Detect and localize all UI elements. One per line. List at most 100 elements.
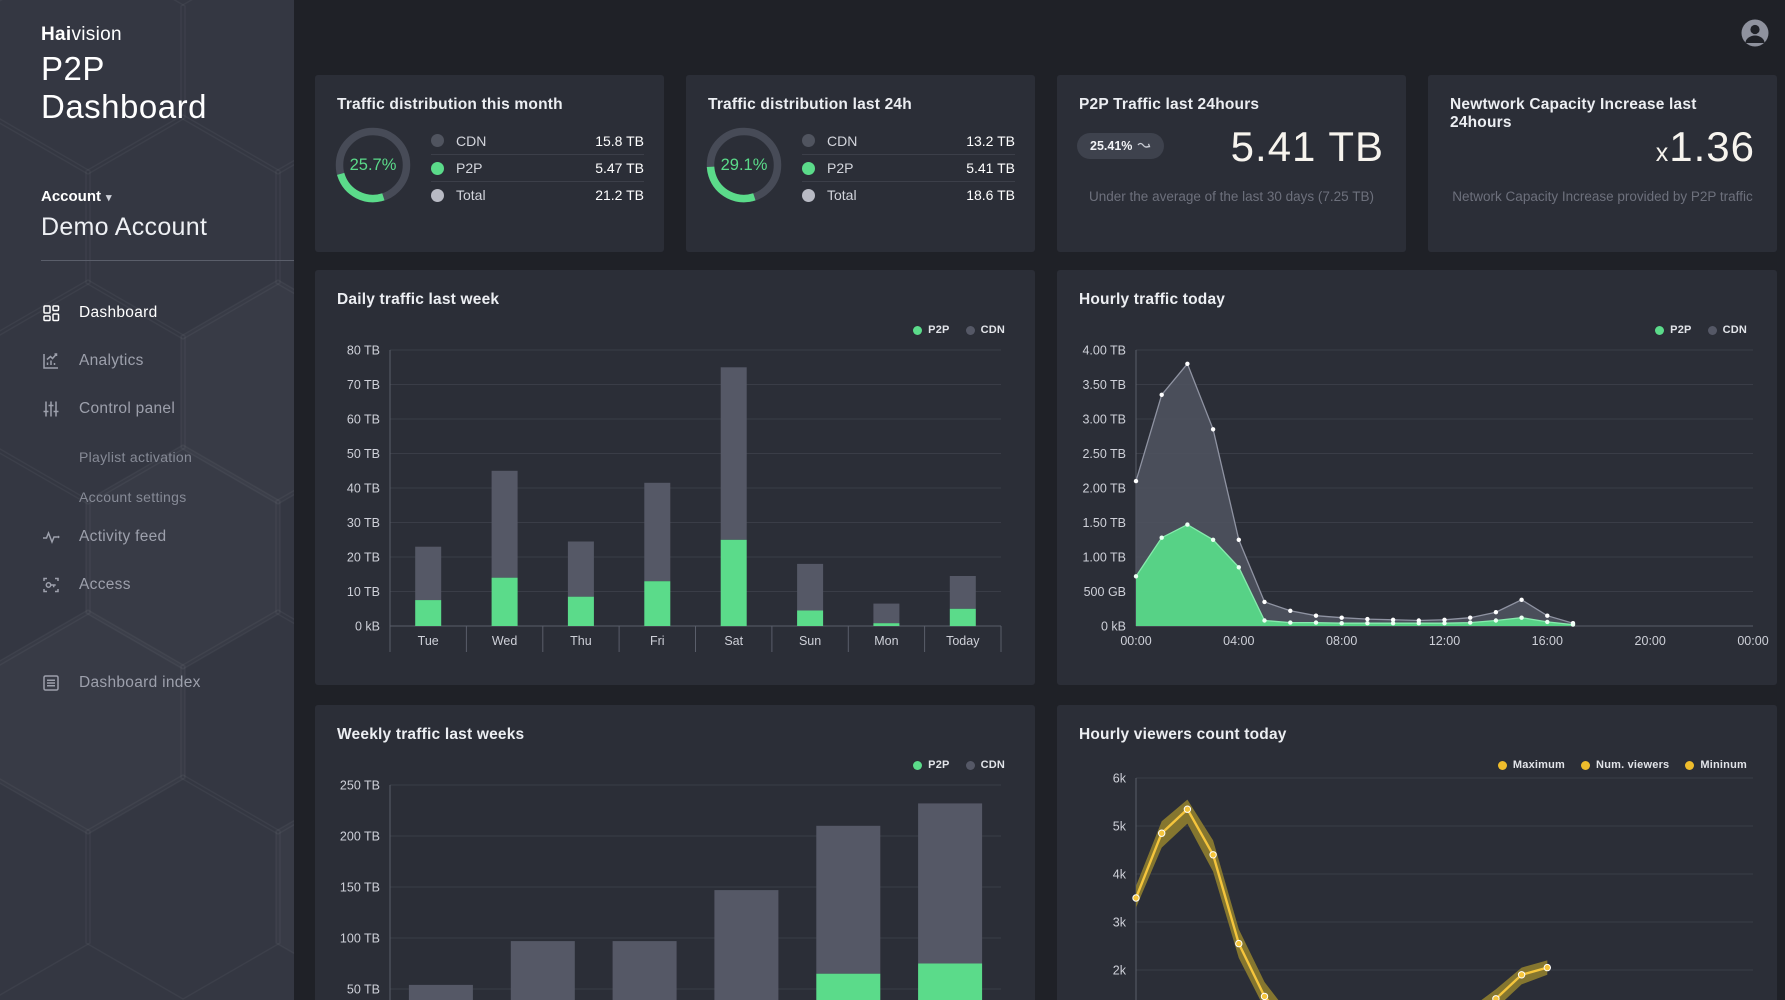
legend-item-cdn[interactable]: CDN: [965, 324, 1005, 336]
account-label[interactable]: Account ▾: [41, 188, 112, 205]
svg-text:20:00: 20:00: [1635, 634, 1666, 648]
svg-text:500 GB: 500 GB: [1084, 585, 1126, 599]
svg-text:200 TB: 200 TB: [340, 830, 380, 844]
svg-text:1.00 TB: 1.00 TB: [1082, 551, 1126, 565]
card-title: P2P Traffic last 24hours: [1079, 96, 1260, 113]
p2p-dot-icon: [1655, 325, 1665, 335]
donut-percent-label: 29.1%: [720, 155, 768, 174]
svg-text:40 TB: 40 TB: [347, 482, 380, 496]
donut-chart-month: 25.7%: [331, 123, 415, 207]
svg-text:Today: Today: [946, 634, 980, 648]
capacity-prefix: x: [1655, 139, 1670, 167]
sidebar-item-activity-feed[interactable]: Activity feed: [41, 525, 274, 549]
sidebar-item-dashboard[interactable]: Dashboard: [41, 301, 274, 325]
svg-text:60 TB: 60 TB: [347, 413, 380, 427]
svg-text:2.00 TB: 2.00 TB: [1082, 482, 1126, 496]
brand-logo: Haivision: [41, 24, 274, 46]
card-title: Traffic distribution this month: [337, 96, 563, 113]
sliders-icon: [43, 401, 59, 417]
legend-item-p2p[interactable]: P2P: [913, 324, 949, 336]
legend-item-maximum[interactable]: Maximum: [1497, 759, 1565, 771]
cdn-dot-icon: [1707, 325, 1717, 335]
svg-text:Fri: Fri: [650, 634, 665, 648]
legend-row-total: Total 18.6 TB: [802, 181, 1015, 208]
svg-text:00:00: 00:00: [1737, 634, 1768, 648]
svg-text:10 TB: 10 TB: [347, 585, 380, 599]
user-circle-icon: [1741, 19, 1769, 47]
cdn-dot-icon: [965, 760, 975, 770]
charts-row-1: Daily traffic last week P2P CDN 80 TB 70 …: [315, 270, 1777, 685]
p2p-dot-icon: [913, 325, 923, 335]
brand-logo-rest: vision: [71, 24, 122, 45]
svg-text:04:00: 04:00: [1223, 634, 1254, 648]
svg-text:16:00: 16:00: [1532, 634, 1563, 648]
p2p-dot-icon: [431, 161, 444, 175]
trend-down-arrow-icon: [1137, 142, 1151, 148]
sidebar-item-dashboard-index[interactable]: Dashboard index: [41, 671, 274, 695]
svg-text:30 TB: 30 TB: [347, 516, 380, 530]
svg-text:100 TB: 100 TB: [340, 932, 380, 946]
svg-text:0 kB: 0 kB: [1101, 620, 1126, 634]
legend-item-num-viewers[interactable]: Num. viewers: [1581, 759, 1669, 771]
svg-text:70 TB: 70 TB: [347, 378, 380, 392]
legend-row-p2p: P2P 5.47 TB: [431, 154, 644, 181]
charts-row-2: Weekly traffic last weeks P2P CDN 250 TB…: [315, 705, 1777, 1000]
capacity-caption: Network Capacity Increase provided by P2…: [1452, 189, 1753, 204]
svg-text:80 TB: 80 TB: [347, 344, 380, 358]
traffic-distribution-24h-card: Traffic distribution last 24h 29.1% CDN …: [686, 75, 1035, 252]
donut-chart-24h: 29.1%: [702, 123, 786, 207]
sidebar-item-access[interactable]: Access: [41, 573, 274, 597]
svg-text:08:00: 08:00: [1326, 634, 1357, 648]
legend-row-cdn: CDN 15.8 TB: [431, 127, 644, 154]
svg-text:4.00 TB: 4.00 TB: [1082, 344, 1126, 358]
legend-row-p2p: P2P 5.41 TB: [802, 154, 1015, 181]
chart-legend: P2P CDN: [913, 759, 1005, 771]
svg-text:250 TB: 250 TB: [340, 779, 380, 793]
p2p-dot-icon: [913, 760, 923, 770]
sidebar: Haivision P2P Dashboard Account ▾ Demo Ac…: [0, 0, 294, 1000]
chart-title: Weekly traffic last weeks: [337, 726, 525, 743]
key-icon: [43, 577, 59, 593]
legend-item-cdn[interactable]: CDN: [965, 759, 1005, 771]
hourly-viewers-card: Hourly viewers count today Maximum Num. …: [1057, 705, 1777, 1000]
brand-logo-bold: Hai: [41, 24, 72, 45]
card-title: Traffic distribution last 24h: [708, 96, 912, 113]
num-viewers-dot-icon: [1581, 760, 1591, 770]
chart-title: Hourly viewers count today: [1079, 726, 1287, 743]
stat-cards-row: Traffic distribution this month 25.7% CD…: [315, 75, 1777, 252]
weekly-traffic-card: Weekly traffic last weeks P2P CDN 250 TB…: [315, 705, 1035, 1000]
legend-item-cdn[interactable]: CDN: [1707, 324, 1747, 336]
account-selector[interactable]: Account ▾ Demo Account: [41, 188, 294, 261]
p2p-dot-icon: [802, 161, 815, 175]
legend-item-p2p[interactable]: P2P: [1655, 324, 1691, 336]
p2p-traffic-24h-card: P2P Traffic last 24hours 25.41% 5.41 TB …: [1057, 75, 1406, 252]
legend-row-total: Total 21.2 TB: [431, 181, 644, 208]
account-name: Demo Account: [41, 213, 208, 241]
list-icon: [43, 675, 59, 691]
user-avatar-icon[interactable]: [1739, 17, 1771, 49]
svg-text:2k: 2k: [1113, 964, 1127, 978]
cdn-dot-icon: [802, 134, 815, 147]
sidebar-item-account-settings[interactable]: Account settings: [79, 489, 187, 505]
main-content: Traffic distribution this month 25.7% CD…: [294, 0, 1785, 1000]
minimum-dot-icon: [1685, 760, 1695, 770]
sidebar-item-analytics[interactable]: Analytics: [41, 349, 274, 373]
legend-item-p2p[interactable]: P2P: [913, 759, 949, 771]
chart-legend: P2P CDN: [913, 324, 1005, 336]
p2p-traffic-value: 5.41 TB: [1230, 123, 1384, 170]
svg-text:1.50 TB: 1.50 TB: [1082, 516, 1126, 530]
chart-title: Hourly traffic today: [1079, 291, 1226, 308]
svg-text:0 kB: 0 kB: [355, 620, 380, 634]
cdn-dot-icon: [431, 134, 444, 147]
svg-text:150 TB: 150 TB: [340, 881, 380, 895]
svg-text:12:00: 12:00: [1429, 634, 1460, 648]
page-title: P2P Dashboard: [41, 50, 207, 125]
traffic-distribution-month-card: Traffic distribution this month 25.7% CD…: [315, 75, 664, 252]
legend-item-minimum[interactable]: Mininum: [1685, 759, 1747, 771]
trend-badge: 25.41%: [1077, 133, 1165, 159]
sidebar-item-control-panel[interactable]: Control panel: [41, 397, 274, 421]
chart-legend: Maximum Num. viewers Mininum: [1497, 759, 1747, 771]
svg-text:00:00: 00:00: [1120, 634, 1151, 648]
svg-text:6k: 6k: [1113, 772, 1127, 786]
sidebar-item-playlist-activation[interactable]: Playlist activation: [79, 449, 193, 465]
